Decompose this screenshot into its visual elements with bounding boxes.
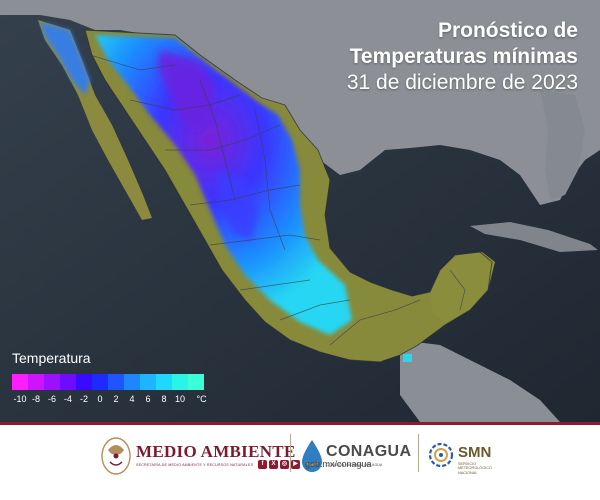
smn-name: SMN [458, 444, 492, 461]
legend-tick-label: 8 [161, 394, 167, 404]
water-drop-icon [302, 440, 322, 472]
medio-ambiente-logo: MEDIO AMBIENTE SECRETARÍA DE MEDIO AMBIE… [100, 432, 295, 478]
footer-divider-1 [290, 434, 291, 472]
cuba-land [470, 222, 598, 252]
legend-swatch [92, 374, 108, 390]
legend-tick-label: 0 [97, 394, 103, 404]
legend-tick-label: -4 [63, 394, 73, 404]
x-icon[interactable]: X [269, 459, 278, 469]
legend-swatch [188, 374, 204, 390]
legend-tick-label: -6 [47, 394, 57, 404]
legend-swatch [28, 374, 44, 390]
footer-logos: MEDIO AMBIENTE SECRETARÍA DE MEDIO AMBIE… [0, 422, 600, 500]
usa-land [0, 0, 600, 205]
cold-core [158, 50, 215, 130]
legend-tick-label: 2 [113, 394, 119, 404]
state-borders [89, 54, 466, 346]
legend-swatch [156, 374, 172, 390]
florida-land [540, 90, 585, 200]
legend-tick-label: 10 [174, 394, 186, 404]
medio-ambiente-subtitle: SECRETARÍA DE MEDIO AMBIENTE Y RECURSOS … [136, 463, 254, 467]
footer-top-band [0, 422, 600, 425]
youtube-icon[interactable]: ▶ [291, 459, 300, 469]
legend-swatch [140, 374, 156, 390]
map-canvas [0, 0, 600, 422]
conagua-name: CONAGUA [326, 443, 412, 460]
smn-logo: SMN SERVICIO METEOROLÓGICO NACIONAL [428, 432, 518, 478]
legend-tick-label: 6 [145, 394, 151, 404]
legend-swatch [108, 374, 124, 390]
instagram-icon[interactable]: ◎ [280, 459, 289, 469]
legend-swatch [76, 374, 92, 390]
social-links: f X ◎ ▶ gob.mx/conagua [258, 459, 372, 469]
conagua-logo: CONAGUA COMISIÓN NACIONAL DEL AGUA [300, 432, 412, 478]
baja-cold-overlay [40, 22, 90, 95]
legend-unit: °C [196, 394, 207, 404]
eagle-shield-icon [101, 437, 131, 475]
central-america-land [400, 340, 560, 422]
social-url[interactable]: gob.mx/conagua [305, 459, 372, 469]
cold-core-2 [215, 170, 258, 240]
legend-swatch [12, 374, 28, 390]
legend-swatch [124, 374, 140, 390]
title-line-1: Pronóstico de [437, 19, 578, 42]
cold-spot-chiapas [403, 354, 412, 362]
mexico-outline [84, 29, 493, 363]
legend-swatch [172, 374, 188, 390]
map-title: Pronóstico de Temperaturas mínimas 31 de… [347, 18, 578, 96]
conagua-subtitle: COMISIÓN NACIONAL DEL AGUA [326, 463, 383, 467]
legend-tick-label: -2 [79, 394, 89, 404]
footer-divider-2 [418, 434, 419, 472]
legend-swatch [44, 374, 60, 390]
title-line-2: Temperaturas mínimas [349, 45, 578, 68]
legend-color-bar [12, 374, 204, 390]
temperature-map: Pronóstico de Temperaturas mínimas 31 de… [0, 0, 600, 422]
medio-ambiente-name: MEDIO AMBIENTE [136, 442, 296, 461]
facebook-icon[interactable]: f [258, 459, 267, 469]
legend-ticks: -10 -8 -6 -4 -2 0 2 4 6 8 10 °C [10, 394, 260, 408]
smn-subtitle: SERVICIO METEOROLÓGICO NACIONAL [458, 462, 492, 475]
legend-tick-label: -10 [13, 394, 27, 404]
temperature-legend: Temperatura -10 -8 -6 -4 -2 0 2 4 6 8 10 °C [10, 350, 260, 410]
forecast-date: 31 de diciembre de 2023 [346, 71, 578, 94]
legend-title: Temperatura [12, 350, 91, 366]
legend-swatch [60, 374, 76, 390]
legend-tick-label: -8 [31, 394, 41, 404]
legend-tick-label: 4 [129, 394, 135, 404]
smn-spiral-icon [428, 442, 454, 468]
